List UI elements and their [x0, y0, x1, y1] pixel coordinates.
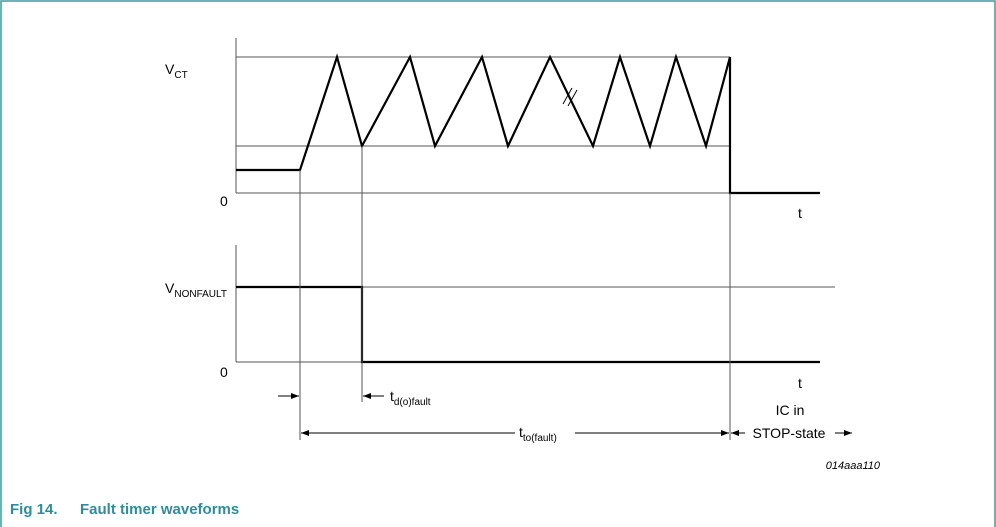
- tto-label: tto(fault): [519, 424, 557, 444]
- vct-waveform: [236, 53, 820, 195]
- stop-label: STOP-state: [753, 425, 826, 441]
- stop-label: IC in: [776, 402, 805, 418]
- break-mark: [562, 87, 573, 105]
- t-label: t: [798, 205, 802, 221]
- break-mark: [567, 89, 578, 107]
- td-label: td(o)fault: [390, 388, 431, 408]
- zero-label: 0: [220, 364, 228, 380]
- t-label: t: [798, 375, 802, 391]
- vct-label: VCT: [165, 61, 188, 81]
- caption: Fig 14. Fault timer waveforms: [10, 501, 239, 518]
- vnonfault-label: VNONFAULT: [165, 280, 227, 300]
- zero-label: 0: [220, 193, 228, 209]
- vnonfault-waveform: [236, 285, 820, 364]
- figure-code: 014aaa110: [826, 460, 881, 472]
